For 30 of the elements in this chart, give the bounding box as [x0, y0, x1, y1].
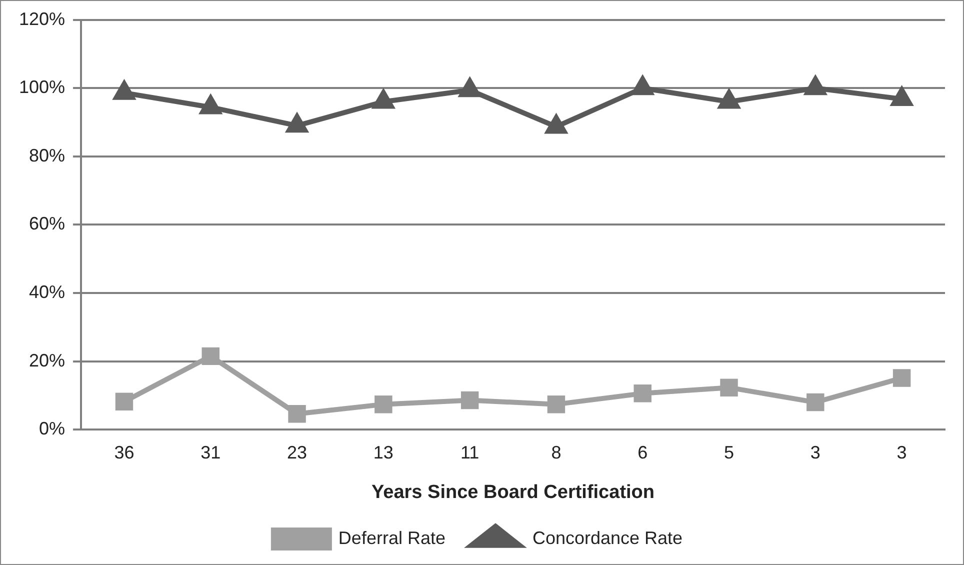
point	[374, 395, 392, 414]
x-tick-label: 5	[724, 442, 734, 462]
point	[806, 393, 824, 412]
legend-label: Deferral Rate	[338, 528, 446, 548]
y-tick-label: 0%	[39, 418, 66, 439]
y-tick-label: 120%	[18, 8, 66, 29]
point	[288, 405, 306, 423]
point	[115, 392, 134, 410]
point	[892, 369, 911, 387]
x-tick-label: 11	[460, 442, 480, 462]
point	[720, 378, 738, 396]
x-tick-label: 31	[200, 442, 221, 462]
point	[460, 391, 479, 410]
x-axis-title: Years Since Board Certification	[372, 482, 655, 503]
x-tick-label: 3	[896, 442, 907, 462]
y-tick-label: 80%	[29, 145, 66, 166]
y-tick-label: 60%	[29, 214, 66, 234]
y-tick-label: 40%	[29, 282, 66, 302]
x-tick-label: 8	[551, 442, 562, 462]
point	[634, 384, 652, 402]
x-tick-label: 6	[638, 442, 648, 462]
legend-label: Concordance Rate	[532, 528, 683, 548]
x-tick-label: 13	[373, 442, 394, 462]
x-tick-label: 36	[114, 442, 134, 462]
y-tick-label: 20%	[29, 350, 66, 370]
point	[202, 347, 220, 366]
point	[547, 395, 566, 414]
x-tick-label: 23	[287, 442, 308, 462]
x-tick-label: 3	[810, 442, 820, 462]
y-tick-label: 100%	[18, 77, 66, 98]
